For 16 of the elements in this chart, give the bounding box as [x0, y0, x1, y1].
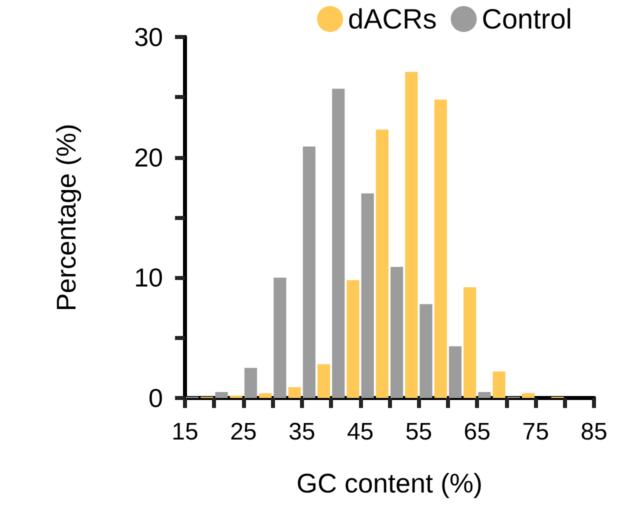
x-tick-label: 35 [288, 418, 316, 446]
x-tick-label: 65 [464, 418, 490, 446]
x-tick-label: 25 [230, 418, 257, 446]
legend-label: dACRs [348, 4, 437, 34]
x-tick-label: 85 [580, 418, 608, 446]
y-tick-label: 10 [134, 262, 163, 293]
x-axis-title: GC content (%) [296, 468, 483, 498]
y-axis-title: Percentage (%) [52, 124, 82, 312]
legend-label: Control [482, 4, 572, 34]
x-tick-label: 45 [346, 418, 374, 446]
x-tick-label: 15 [172, 418, 198, 446]
x-tick-label: 75 [522, 418, 549, 446]
x-tick-label: 55 [405, 418, 432, 446]
y-tick-label: 20 [134, 142, 163, 172]
y-tick-label: 30 [134, 22, 163, 52]
y-tick-label: 0 [148, 383, 163, 413]
